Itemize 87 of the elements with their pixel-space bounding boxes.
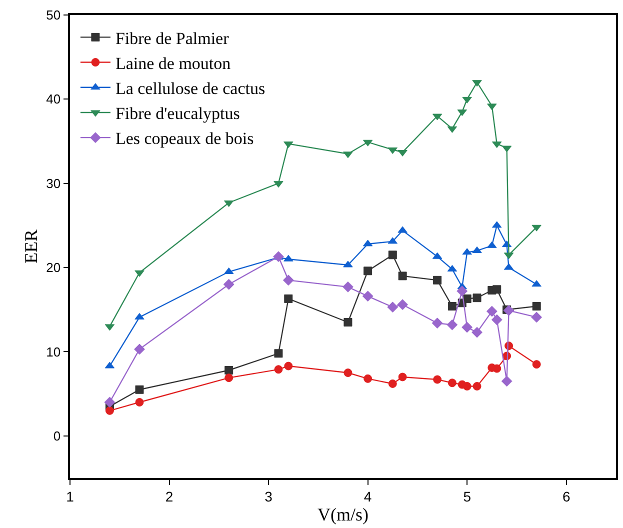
point [388, 379, 397, 388]
point [531, 312, 542, 323]
point [462, 382, 472, 390]
point [388, 250, 397, 260]
point [462, 294, 472, 303]
point [398, 226, 408, 233]
x-tick-label: 2 [165, 488, 174, 505]
point [134, 312, 144, 320]
point [433, 276, 442, 284]
point [104, 396, 116, 408]
y-tick-label: 30 [46, 176, 61, 191]
point [135, 398, 144, 406]
point [487, 104, 497, 110]
point [274, 349, 283, 358]
x-tick-label: 3 [264, 488, 273, 505]
point [364, 266, 372, 276]
y-tick-label: 40 [46, 92, 61, 107]
point [532, 280, 542, 287]
point [472, 246, 482, 253]
y-tick-label: 50 [46, 8, 61, 23]
point [532, 302, 541, 311]
point [398, 150, 408, 156]
point [472, 326, 482, 338]
point [224, 374, 234, 382]
x-tick-label: 5 [463, 488, 472, 505]
point [273, 251, 284, 262]
point [397, 299, 408, 310]
point [344, 318, 352, 327]
point [274, 181, 284, 188]
point [362, 290, 374, 302]
point [487, 241, 497, 248]
point [462, 322, 473, 333]
point [105, 406, 114, 415]
point [501, 376, 512, 387]
legend-label: Fibre de Palmier [115, 28, 230, 48]
point [503, 305, 514, 316]
point [284, 294, 293, 303]
point [492, 142, 502, 148]
x-tick-label: 4 [364, 488, 372, 505]
point [446, 319, 458, 330]
point [448, 378, 456, 388]
point [223, 278, 234, 290]
point [134, 270, 144, 277]
legend-label: La cellulose de cactus [115, 79, 266, 98]
point [343, 152, 353, 158]
point [398, 372, 407, 382]
point [472, 294, 482, 302]
point [532, 360, 541, 369]
point [492, 285, 502, 294]
point [448, 302, 456, 311]
point [472, 382, 482, 390]
point [456, 286, 468, 297]
point [532, 224, 542, 232]
point [462, 248, 472, 255]
y-axis-title: EER [20, 230, 41, 264]
point [274, 365, 283, 374]
x-tick-label: 1 [66, 488, 74, 505]
point [492, 221, 502, 228]
point [364, 374, 372, 383]
x-axis-title: V(m/s) [318, 504, 368, 525]
y-tick-label: 0 [53, 428, 61, 444]
point [342, 281, 354, 292]
point [432, 318, 443, 329]
point [433, 375, 442, 384]
legend-label: Laine de mouton [115, 54, 232, 73]
point [134, 344, 145, 355]
point [462, 96, 472, 104]
point [457, 110, 467, 116]
point [472, 80, 482, 87]
point [224, 366, 234, 374]
point [284, 254, 294, 262]
legend-label: Fibre d'eucalyptus [115, 104, 240, 124]
point [486, 306, 498, 317]
point [398, 272, 407, 280]
point [343, 260, 353, 268]
point [491, 314, 502, 326]
point [492, 364, 502, 373]
point [387, 302, 398, 313]
y-tick-label: 10 [46, 344, 61, 360]
x-tick-label: 6 [562, 488, 570, 505]
point [282, 274, 294, 286]
y-tick-label: 20 [46, 260, 61, 276]
point [135, 385, 144, 394]
legend-label: Les copeaux de bois [115, 129, 254, 148]
point [284, 142, 294, 148]
point [284, 362, 293, 370]
point [344, 368, 352, 378]
